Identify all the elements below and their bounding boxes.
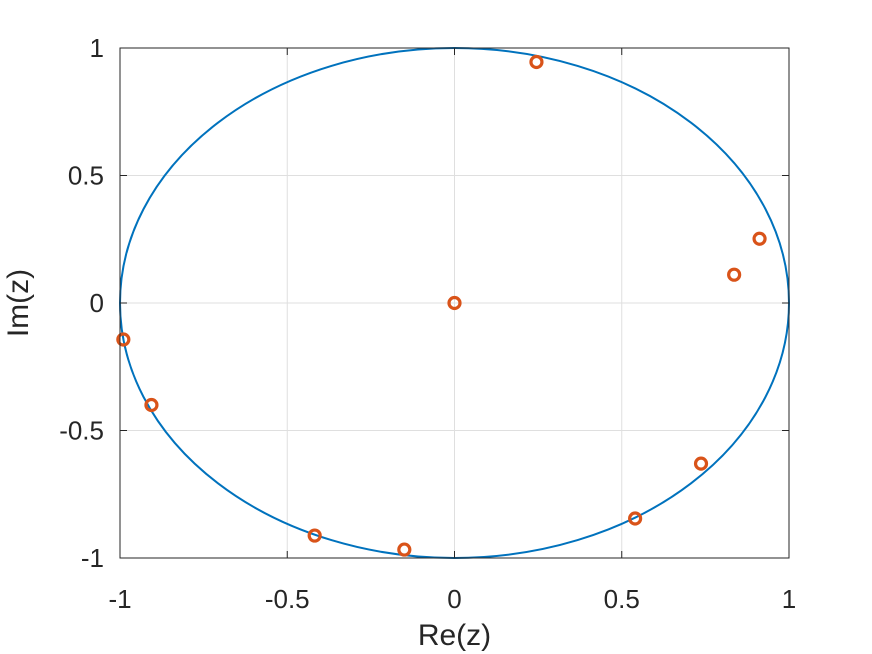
data-point <box>727 267 742 282</box>
y-axis-label: Im(z) <box>2 269 35 337</box>
y-tick-labels: -1 -0.5 0 0.5 1 <box>59 33 104 573</box>
y-tick-label: 1 <box>90 33 104 63</box>
data-point <box>144 397 159 413</box>
y-tick-label: 0.5 <box>68 161 104 191</box>
y-tick-label: 0 <box>90 288 104 318</box>
data-point <box>447 295 462 311</box>
x-tick-labels: -1 -0.5 0 0.5 1 <box>108 584 796 614</box>
x-tick-label: -0.5 <box>265 584 310 614</box>
data-point <box>529 54 544 70</box>
data-point <box>628 511 643 526</box>
x-tick-label: 1 <box>782 584 796 614</box>
x-tick-label: 0.5 <box>604 584 640 614</box>
y-tick-label: -0.5 <box>59 416 104 446</box>
data-point <box>752 231 767 246</box>
x-tick-label: -1 <box>108 584 131 614</box>
x-axis-label: Re(z) <box>418 619 491 652</box>
data-point <box>116 332 131 347</box>
data-points <box>116 54 767 557</box>
x-tick-label: 0 <box>447 584 461 614</box>
data-point <box>693 456 709 471</box>
y-tick-label: -1 <box>81 543 104 573</box>
plot-area <box>116 47 791 559</box>
data-point <box>397 542 412 557</box>
grid <box>120 48 789 558</box>
ticks <box>119 47 790 559</box>
data-point <box>307 528 322 543</box>
